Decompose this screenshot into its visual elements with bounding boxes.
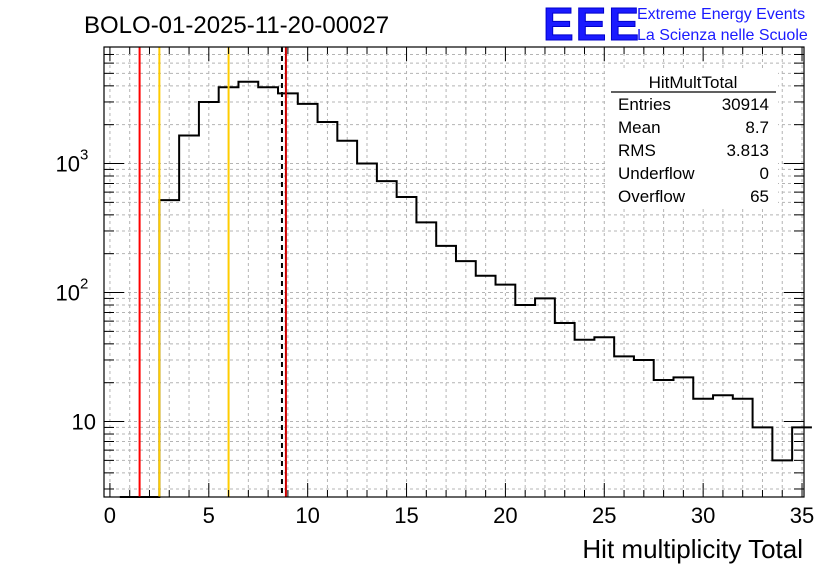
svg-text:10: 10 (56, 152, 80, 177)
logo-mark: EEE (543, 0, 641, 50)
stats-value: 8.7 (745, 118, 769, 137)
x-axis-ticks: 0 5 10 15 20 25 30 35 (104, 47, 814, 528)
chart-title: BOLO-01-2025-11-20-00027 (84, 12, 389, 39)
x-tick-label: 35 (790, 503, 814, 528)
y-tick-label: 10 3 (56, 147, 89, 177)
plot-frame (103, 46, 805, 498)
stats-label: Underflow (618, 164, 695, 183)
y-tick-label: 10 2 (56, 276, 89, 306)
stats-row: Overflow 65 (618, 187, 769, 206)
logo-line2: La Scienza nelle Scuole (637, 27, 808, 44)
stats-box: HitMultTotal Entries 30914 Mean 8.7 RMS 3.813… (608, 70, 778, 208)
histogram-bin (634, 360, 654, 497)
y-tick-label: 10 (72, 410, 96, 435)
histogram-bin (318, 122, 338, 497)
stats-value: 30914 (722, 95, 769, 114)
x-axis-title: Hit multiplicity Total (582, 534, 803, 564)
logo-line1: Extreme Energy Events (637, 6, 805, 23)
stats-title: HitMultTotal (649, 73, 738, 92)
stats-row: RMS 3.813 (618, 141, 769, 160)
svg-text:10: 10 (72, 410, 96, 435)
stats-row: Mean 8.7 (618, 118, 769, 137)
x-tick-label: 20 (493, 503, 517, 528)
stats-label: RMS (618, 141, 656, 160)
stats-value: 3.813 (726, 141, 769, 160)
histogram-bin (179, 135, 199, 497)
x-tick-label: 5 (203, 503, 215, 528)
svg-text:10: 10 (56, 281, 80, 306)
histogram-bars (119, 80, 812, 498)
x-tick-label: 15 (394, 503, 418, 528)
x-tick-label: 25 (592, 503, 616, 528)
svg-text:3: 3 (80, 147, 88, 164)
stats-value: 0 (760, 164, 769, 183)
x-tick-label: 0 (104, 503, 116, 528)
stats-label: Overflow (618, 187, 686, 206)
stats-row: Entries 30914 (618, 95, 769, 114)
x-tick-label: 10 (295, 503, 319, 528)
stats-row: Underflow 0 (618, 164, 769, 183)
histogram-outline (119, 80, 812, 498)
stats-value: 65 (750, 187, 769, 206)
marker-lines (138, 47, 287, 497)
svg-text:2: 2 (80, 276, 88, 293)
x-tick-label: 30 (691, 503, 715, 528)
stats-label: Mean (618, 118, 661, 137)
eee-logo: EEE Extreme Energy Events La Scienza nel… (543, 0, 808, 51)
stats-label: Entries (618, 95, 671, 114)
